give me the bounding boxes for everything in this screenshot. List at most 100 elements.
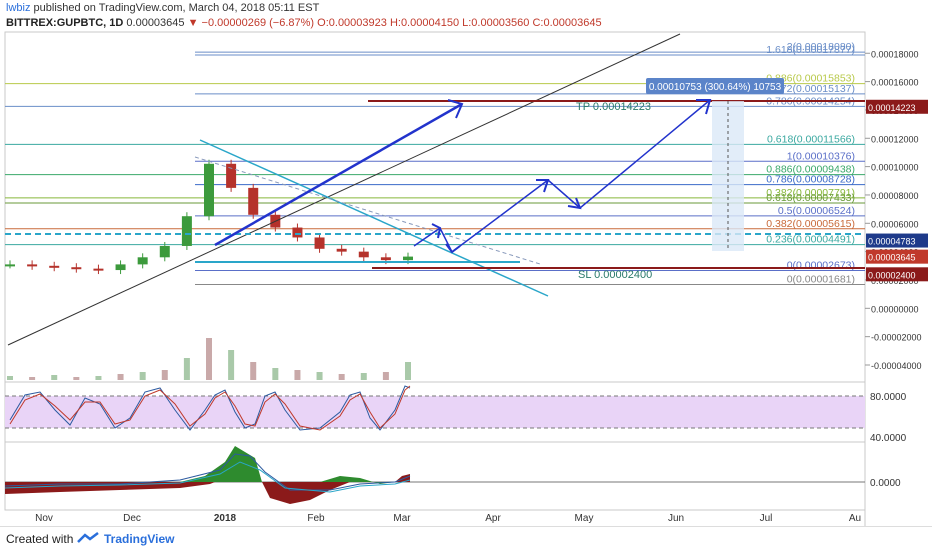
time-tick-label: Apr (485, 513, 501, 524)
price-tick-label: 0.00010000 (871, 163, 919, 173)
time-tick-label: Nov (35, 513, 53, 524)
symbol-line: BITTREX:GUPBTC, 1D 0.00003645 ▼ −0.00000… (6, 16, 602, 31)
volume-bar (206, 338, 212, 380)
stoch-tick-40: 40.0000 (870, 433, 907, 444)
volume-bar (316, 372, 323, 380)
price-badge-label: 0.00002400 (868, 270, 916, 280)
fib-level-label: 1(0.00010376) (787, 150, 855, 162)
price-chart[interactable]: 2(0.00018080)1.618(0.00017877) 0.886(0.00… (0, 0, 932, 526)
price-tick-label: 0.00006000 (871, 219, 919, 229)
dotted-trendline[interactable] (194, 156, 541, 265)
author-link[interactable]: lwbiz (6, 2, 31, 14)
stoch-tick-80: 80.0000 (870, 392, 907, 403)
fib-level-label: 0.618(0.00011566) (767, 133, 855, 145)
price-tick-label: 0.00016000 (871, 78, 919, 88)
candle-body (380, 257, 391, 261)
macd-histogram-positive-2 (320, 476, 395, 484)
macd-histogram-negative (5, 482, 215, 494)
price-tick-label: 0.00000000 (871, 304, 919, 314)
candle-body (248, 187, 259, 215)
candle-body (358, 251, 369, 258)
channel-top-line[interactable] (199, 139, 549, 297)
stoch-k-line (9, 385, 411, 431)
fib-level-label: 0.886(0.00015853) (766, 73, 855, 85)
candle-body (226, 163, 237, 188)
drawings (5, 33, 865, 346)
price-badge (866, 249, 928, 264)
time-tick-label: May (575, 513, 594, 524)
volume-bar (294, 370, 301, 380)
candle-body (292, 227, 303, 238)
candle-body (5, 264, 15, 267)
macd-histogram-negative-2 (262, 482, 350, 504)
volume-bar (183, 358, 190, 380)
candle-body (336, 248, 347, 252)
bullish-arrow[interactable] (214, 102, 463, 247)
publish-info: published on TradingView.com, March 04, … (33, 2, 320, 14)
candle-body (49, 265, 60, 268)
footer: Created with TradingView (0, 526, 932, 551)
time-tick-label: Mar (393, 513, 411, 524)
volume-bar (228, 350, 235, 380)
candle-body (159, 245, 170, 258)
candles (5, 159, 413, 275)
time-tick-label: Dec (123, 513, 141, 524)
volume-bar (7, 376, 13, 380)
price-tick-label: -0.00002000 (871, 333, 922, 343)
fib-level-label: 1.618(0.00017877) (766, 44, 855, 56)
candle-body (314, 237, 325, 249)
measure-label-bg (646, 78, 784, 94)
tp-label: TP 0.00014223 (576, 101, 651, 113)
stoch-band (5, 396, 865, 428)
volume-bar (117, 374, 124, 380)
candle-body (137, 257, 148, 265)
candle-body (115, 264, 126, 271)
fib-level-label: 0(0.00002673) (787, 259, 855, 271)
macd-panel (4, 441, 866, 511)
volume-bar (382, 372, 389, 380)
fib-level-label: 0.236(0.00004491) (766, 234, 855, 246)
fib-level-label: 0.786(0.00008728) (766, 174, 855, 186)
candle-body (403, 256, 413, 261)
volume-bar (161, 370, 168, 380)
projection-path[interactable] (413, 99, 711, 254)
down-arrow-icon: ▼ (187, 17, 199, 29)
time-tick-label: Au (849, 513, 861, 524)
time-tick-label: Jul (760, 513, 773, 524)
volume-bar (360, 373, 367, 380)
volume-bar (73, 377, 80, 380)
fib-level-label: 0.5(0.00006524) (778, 205, 855, 217)
volume-bars (7, 338, 411, 380)
macd-tick-0: 0.0000 (870, 478, 901, 489)
fib-level-label: 0.886(0.00009438) (766, 164, 855, 176)
volume-bar (29, 377, 36, 380)
price-badge-label: 0.00004783 (868, 237, 916, 247)
stochastic-indicator: 80.0000 40.0000 (5, 385, 907, 444)
price-change: −0.00000269 (−6.87%) (201, 17, 315, 29)
time-tick-label: Feb (307, 513, 325, 524)
price-axis: 0.000180000.000160000.000140000.00012000… (865, 49, 928, 371)
ohlc-values: O:0.00003923 H:0.00004150 L:0.00003560 C… (317, 17, 602, 29)
tradingview-logo-icon (77, 532, 99, 543)
macd-indicator: 0.0000 (4, 446, 901, 504)
tradingview-link[interactable]: TradingView (104, 532, 175, 546)
price-badge (866, 267, 928, 282)
candle-body (27, 264, 38, 267)
volume-bar (272, 368, 279, 380)
price-tick-label: 0.00018000 (871, 49, 919, 59)
last-price: 0.00003645 (126, 17, 185, 29)
chart-header: lwbiz published on TradingView.com, Marc… (6, 1, 602, 31)
sl-label: SL 0.00002400 (578, 269, 652, 281)
price-tick-label: -0.00004000 (871, 361, 922, 371)
candle-body (181, 216, 192, 246)
price-badge-label: 0.00014223 (868, 103, 916, 113)
long-trendline[interactable] (7, 33, 681, 346)
time-tick-label: Jun (668, 513, 684, 524)
candle-body (204, 163, 214, 217)
fib-level-label: 0(0.00001681) (787, 273, 855, 285)
stoch-d-line (9, 385, 411, 431)
volume-bar (95, 376, 102, 380)
time-axis: Nov Dec 2018 Feb Mar Apr May Jun Jul Au (35, 513, 861, 524)
volume-bar (338, 374, 345, 380)
measure-label: 0.00010753 (300.64%) 10753 (649, 82, 782, 93)
